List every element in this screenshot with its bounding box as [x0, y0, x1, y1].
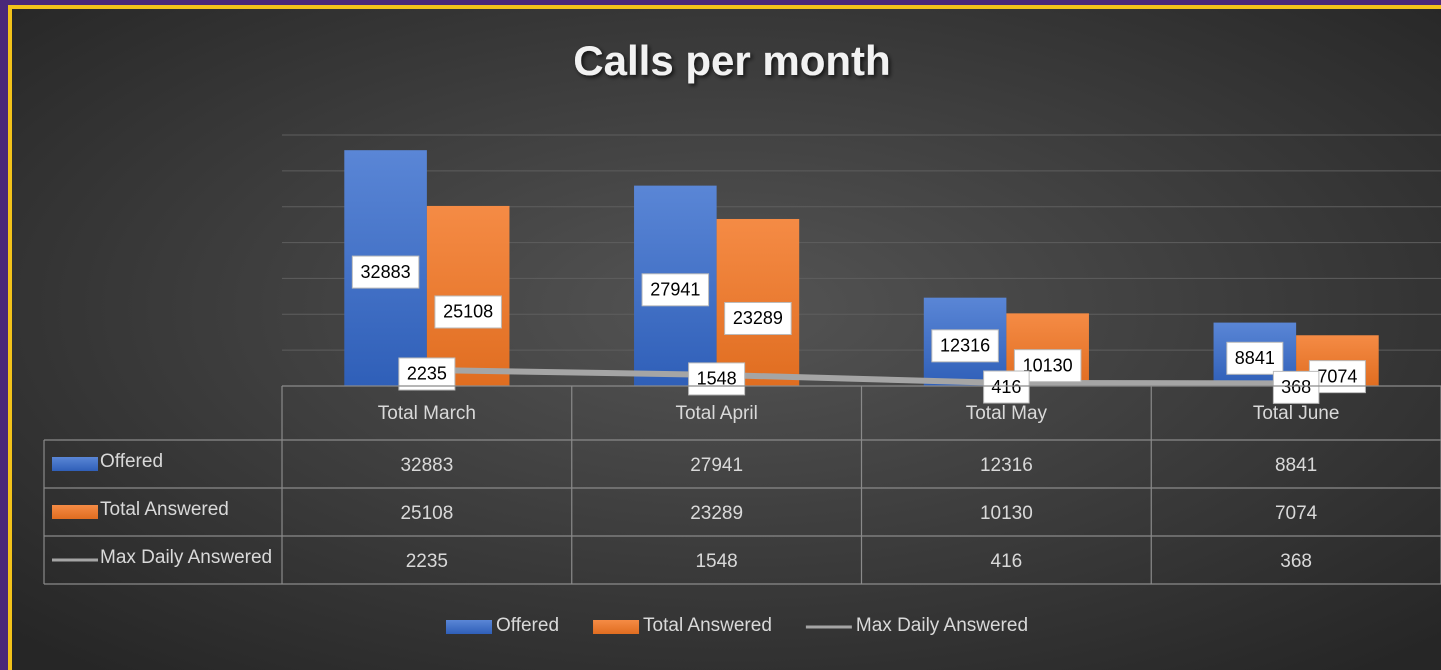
table-legend-key [52, 457, 98, 471]
table-cell: 8841 [1275, 455, 1317, 476]
x-tick-label: Total April [675, 403, 757, 424]
legend-key [446, 620, 492, 634]
table-cell: 25108 [400, 503, 453, 524]
legend-label: Offered [496, 615, 559, 636]
data-label-box [983, 370, 1030, 404]
data-label: 23289 [733, 308, 783, 328]
table-cell: 23289 [690, 503, 743, 524]
data-label: 27941 [650, 280, 700, 300]
data-label-box [1226, 341, 1284, 375]
table-cell: 7074 [1275, 503, 1318, 524]
table-row-label: Max Daily Answered [100, 547, 272, 568]
table-cell: 1548 [695, 551, 737, 572]
legend-key [593, 620, 640, 634]
data-label-box [351, 255, 420, 289]
table-cell: 368 [1280, 551, 1312, 572]
table-legend-key [52, 505, 98, 519]
data-label: 1548 [697, 369, 737, 389]
line [423, 366, 1300, 387]
data-label: 12316 [940, 336, 990, 356]
data-label: 2235 [407, 364, 447, 384]
table-cell: 416 [991, 551, 1023, 572]
data-label: 416 [991, 377, 1021, 397]
table-cell: 12316 [980, 455, 1033, 476]
data-label: 10130 [1023, 355, 1073, 375]
table-row-label: Offered [100, 451, 163, 472]
data-label-box [1272, 370, 1320, 404]
data-label: 368 [1281, 377, 1311, 397]
data-label-box [931, 329, 999, 363]
data-label-box [398, 357, 456, 391]
chart-title: Calls per month [573, 37, 890, 84]
x-tick-label: Total May [966, 403, 1048, 424]
data-label-box [724, 301, 792, 335]
data-label: 25108 [443, 302, 493, 322]
data-label: 7074 [1317, 366, 1357, 386]
x-tick-label: Total March [378, 403, 476, 424]
data-label-box [688, 362, 746, 396]
data-label-box [434, 295, 502, 329]
data-label: 8841 [1235, 348, 1275, 368]
table-cell: 32883 [400, 455, 453, 476]
data-label: 32883 [361, 262, 411, 282]
table-cell: 10130 [980, 503, 1033, 524]
table-cell: 2235 [406, 551, 448, 572]
legend-label: Max Daily Answered [856, 615, 1028, 636]
data-label-box [641, 273, 710, 307]
table-cell: 27941 [690, 455, 743, 476]
legend-label: Total Answered [643, 615, 772, 636]
x-tick-label: Total June [1253, 403, 1340, 424]
table-row-label: Total Answered [100, 499, 229, 520]
